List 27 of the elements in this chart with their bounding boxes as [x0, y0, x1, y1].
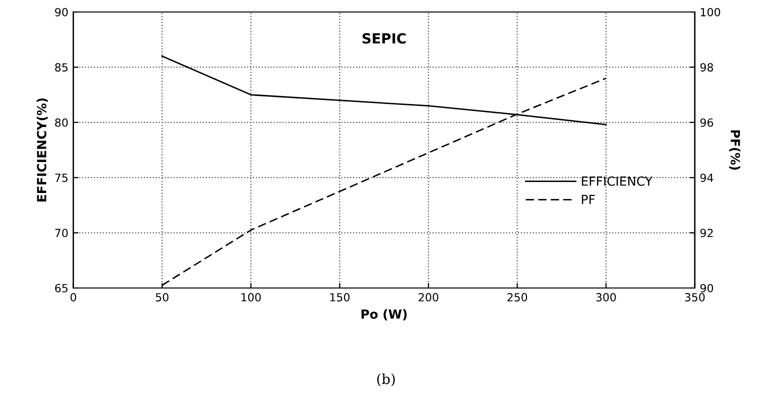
x-tick-label: 0	[70, 293, 76, 302]
x-axis-title: Po (W)	[362, 309, 407, 320]
x-tick-label: 350	[685, 293, 705, 302]
x-tick-label: 100	[242, 293, 261, 302]
y2-tick-label: 92	[700, 228, 713, 238]
x-tick-label: 200	[418, 293, 438, 302]
y-tick-label: 65	[55, 284, 68, 292]
x-tick-label: 300	[596, 293, 616, 302]
y-tick-label: 80	[55, 118, 68, 127]
legend-label: EFFICIENCY	[582, 176, 652, 186]
text: (b)	[377, 373, 395, 386]
y-tick-label: 90	[55, 8, 68, 16]
y-axis-title: EFFICIENCY(%)	[36, 98, 48, 202]
x-tick-label: 150	[330, 293, 350, 302]
y2-axis-title: PF(%)	[729, 130, 740, 170]
y-tick-label: 85	[55, 63, 68, 72]
y2-tick-label: 94	[700, 174, 714, 182]
annotation: SEPIC	[362, 33, 406, 44]
y2-tick-label: 98	[700, 63, 714, 72]
y-tick-label: 70	[55, 228, 68, 238]
y2-tick-label: 100	[700, 8, 720, 16]
y2-tick-label: 96	[700, 118, 714, 127]
x-tick-label: 50	[156, 293, 168, 302]
legend-label: PF	[582, 194, 595, 204]
x-tick-label: 250	[507, 293, 528, 302]
y2-tick-label: 90	[700, 284, 714, 292]
y-tick-label: 75	[55, 174, 68, 182]
